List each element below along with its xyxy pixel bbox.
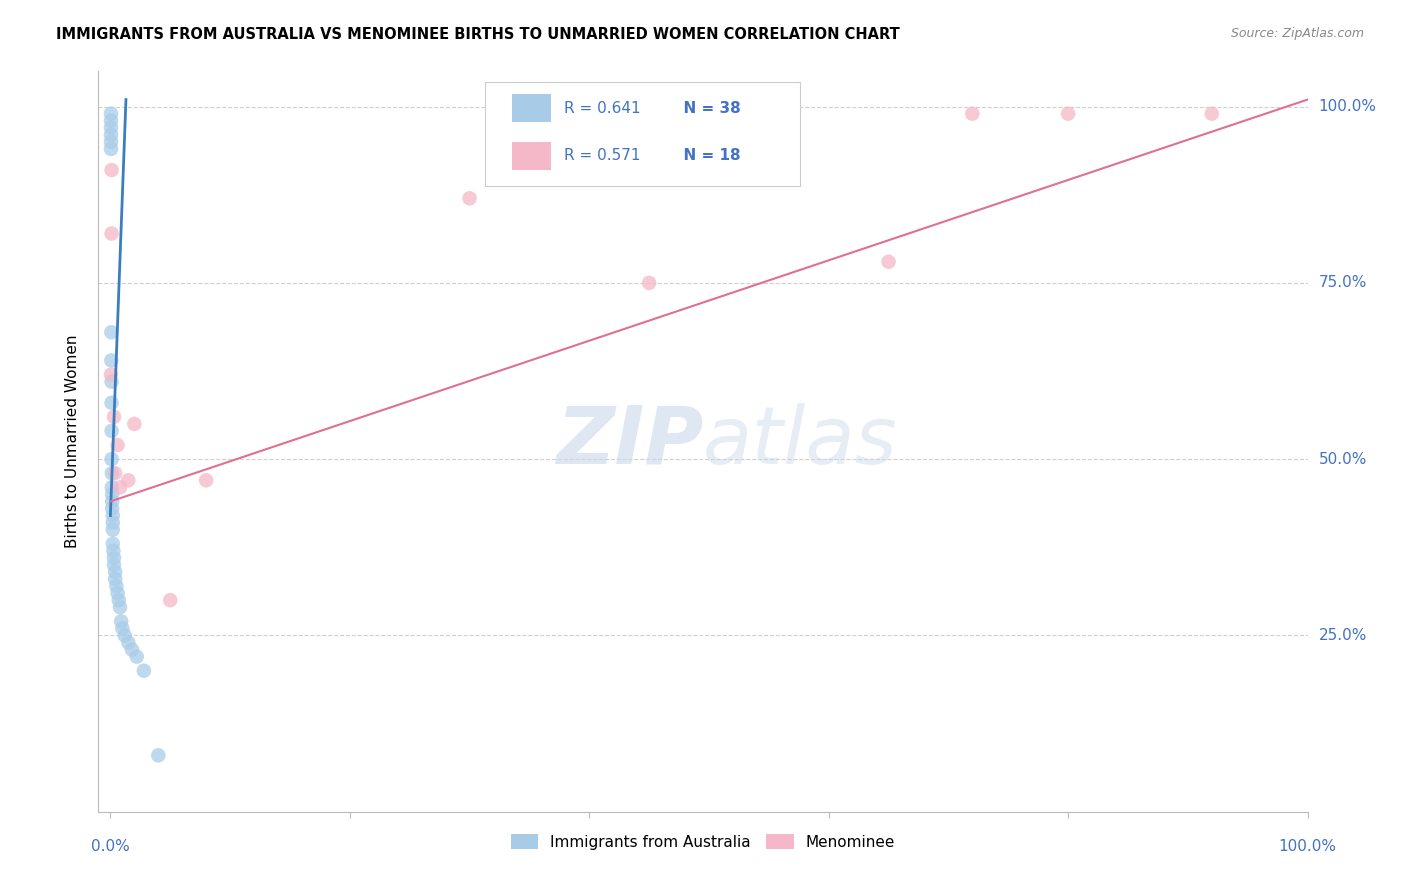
Text: 50.0%: 50.0% <box>1319 451 1367 467</box>
Point <box>101 516 124 530</box>
Point <box>100 325 122 339</box>
Point <box>121 642 143 657</box>
Point <box>100 128 122 142</box>
Legend: Immigrants from Australia, Menominee: Immigrants from Australia, Menominee <box>505 828 901 856</box>
Point <box>104 565 127 579</box>
Text: IMMIGRANTS FROM AUSTRALIA VS MENOMINEE BIRTHS TO UNMARRIED WOMEN CORRELATION CHA: IMMIGRANTS FROM AUSTRALIA VS MENOMINEE B… <box>56 27 900 42</box>
Point <box>103 409 125 424</box>
Point <box>101 467 124 481</box>
Text: R = 0.641: R = 0.641 <box>564 101 641 116</box>
Point <box>125 649 148 664</box>
FancyBboxPatch shape <box>485 82 800 186</box>
Point <box>107 593 129 607</box>
Text: 100.0%: 100.0% <box>1319 99 1376 114</box>
Text: ZIP: ZIP <box>555 402 703 481</box>
Point <box>117 635 139 649</box>
Point <box>132 664 155 678</box>
Point <box>100 375 122 389</box>
Text: atlas: atlas <box>703 402 898 481</box>
Point <box>101 508 124 523</box>
Point <box>104 572 127 586</box>
FancyBboxPatch shape <box>512 95 551 122</box>
Point <box>107 438 129 452</box>
Point <box>100 163 122 178</box>
FancyBboxPatch shape <box>512 142 551 169</box>
Point <box>108 600 131 615</box>
Text: 100.0%: 100.0% <box>1278 839 1337 855</box>
Y-axis label: Births to Unmarried Women: Births to Unmarried Women <box>65 334 80 549</box>
Point <box>108 480 131 494</box>
Point <box>100 227 122 241</box>
Point <box>100 452 122 467</box>
Point <box>100 120 122 135</box>
Text: N = 18: N = 18 <box>672 148 741 163</box>
Text: Source: ZipAtlas.com: Source: ZipAtlas.com <box>1230 27 1364 40</box>
Point <box>100 106 122 120</box>
Point <box>758 106 780 120</box>
Text: 75.0%: 75.0% <box>1319 276 1367 291</box>
Point <box>877 254 900 268</box>
Point <box>100 135 122 149</box>
Point <box>100 113 122 128</box>
Point <box>458 191 481 205</box>
Point <box>1201 106 1223 120</box>
Point <box>117 473 139 487</box>
Point <box>104 467 127 481</box>
Point <box>111 621 134 635</box>
Point <box>101 494 124 508</box>
Text: R = 0.571: R = 0.571 <box>564 148 641 163</box>
Point <box>114 628 136 642</box>
Point <box>159 593 181 607</box>
Point <box>100 396 122 410</box>
Point <box>101 523 124 537</box>
Text: 0.0%: 0.0% <box>91 839 129 855</box>
Point <box>100 424 122 438</box>
Point <box>100 142 122 156</box>
Point <box>110 615 132 629</box>
Point <box>103 544 125 558</box>
Point <box>101 487 124 501</box>
Point <box>105 579 128 593</box>
Point <box>101 537 124 551</box>
Text: N = 38: N = 38 <box>672 101 741 116</box>
Point <box>195 473 218 487</box>
Point <box>148 748 170 763</box>
Point <box>962 106 984 120</box>
Point <box>100 368 122 382</box>
Point <box>101 501 124 516</box>
Point <box>103 558 125 572</box>
Point <box>107 586 129 600</box>
Text: 25.0%: 25.0% <box>1319 628 1367 643</box>
Point <box>1057 106 1080 120</box>
Point <box>638 276 661 290</box>
Point <box>100 353 122 368</box>
Point <box>101 480 124 494</box>
Point <box>124 417 146 431</box>
Point <box>103 550 125 565</box>
